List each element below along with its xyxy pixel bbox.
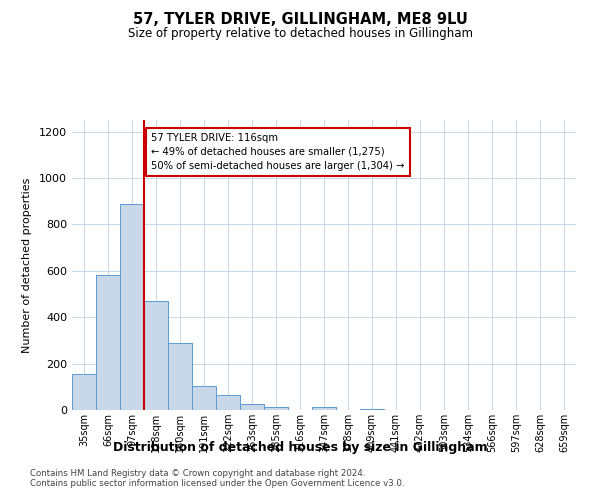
Bar [144, 301, 168, 410]
Bar [312, 407, 336, 410]
Text: Distribution of detached houses by size in Gillingham: Distribution of detached houses by size … [113, 441, 487, 454]
Bar [168, 342, 192, 410]
Bar [216, 395, 240, 410]
Text: 57 TYLER DRIVE: 116sqm
← 49% of detached houses are smaller (1,275)
50% of semi-: 57 TYLER DRIVE: 116sqm ← 49% of detached… [151, 133, 404, 171]
Text: Size of property relative to detached houses in Gillingham: Size of property relative to detached ho… [128, 28, 473, 40]
Bar [120, 204, 144, 410]
Bar [72, 374, 96, 410]
Bar [96, 276, 120, 410]
Bar [192, 386, 216, 410]
Bar [264, 407, 288, 410]
Y-axis label: Number of detached properties: Number of detached properties [22, 178, 32, 352]
Text: Contains public sector information licensed under the Open Government Licence v3: Contains public sector information licen… [30, 478, 404, 488]
Text: Contains HM Land Registry data © Crown copyright and database right 2024.: Contains HM Land Registry data © Crown c… [30, 468, 365, 477]
Text: 57, TYLER DRIVE, GILLINGHAM, ME8 9LU: 57, TYLER DRIVE, GILLINGHAM, ME8 9LU [133, 12, 467, 28]
Bar [240, 404, 264, 410]
Bar [360, 409, 384, 410]
